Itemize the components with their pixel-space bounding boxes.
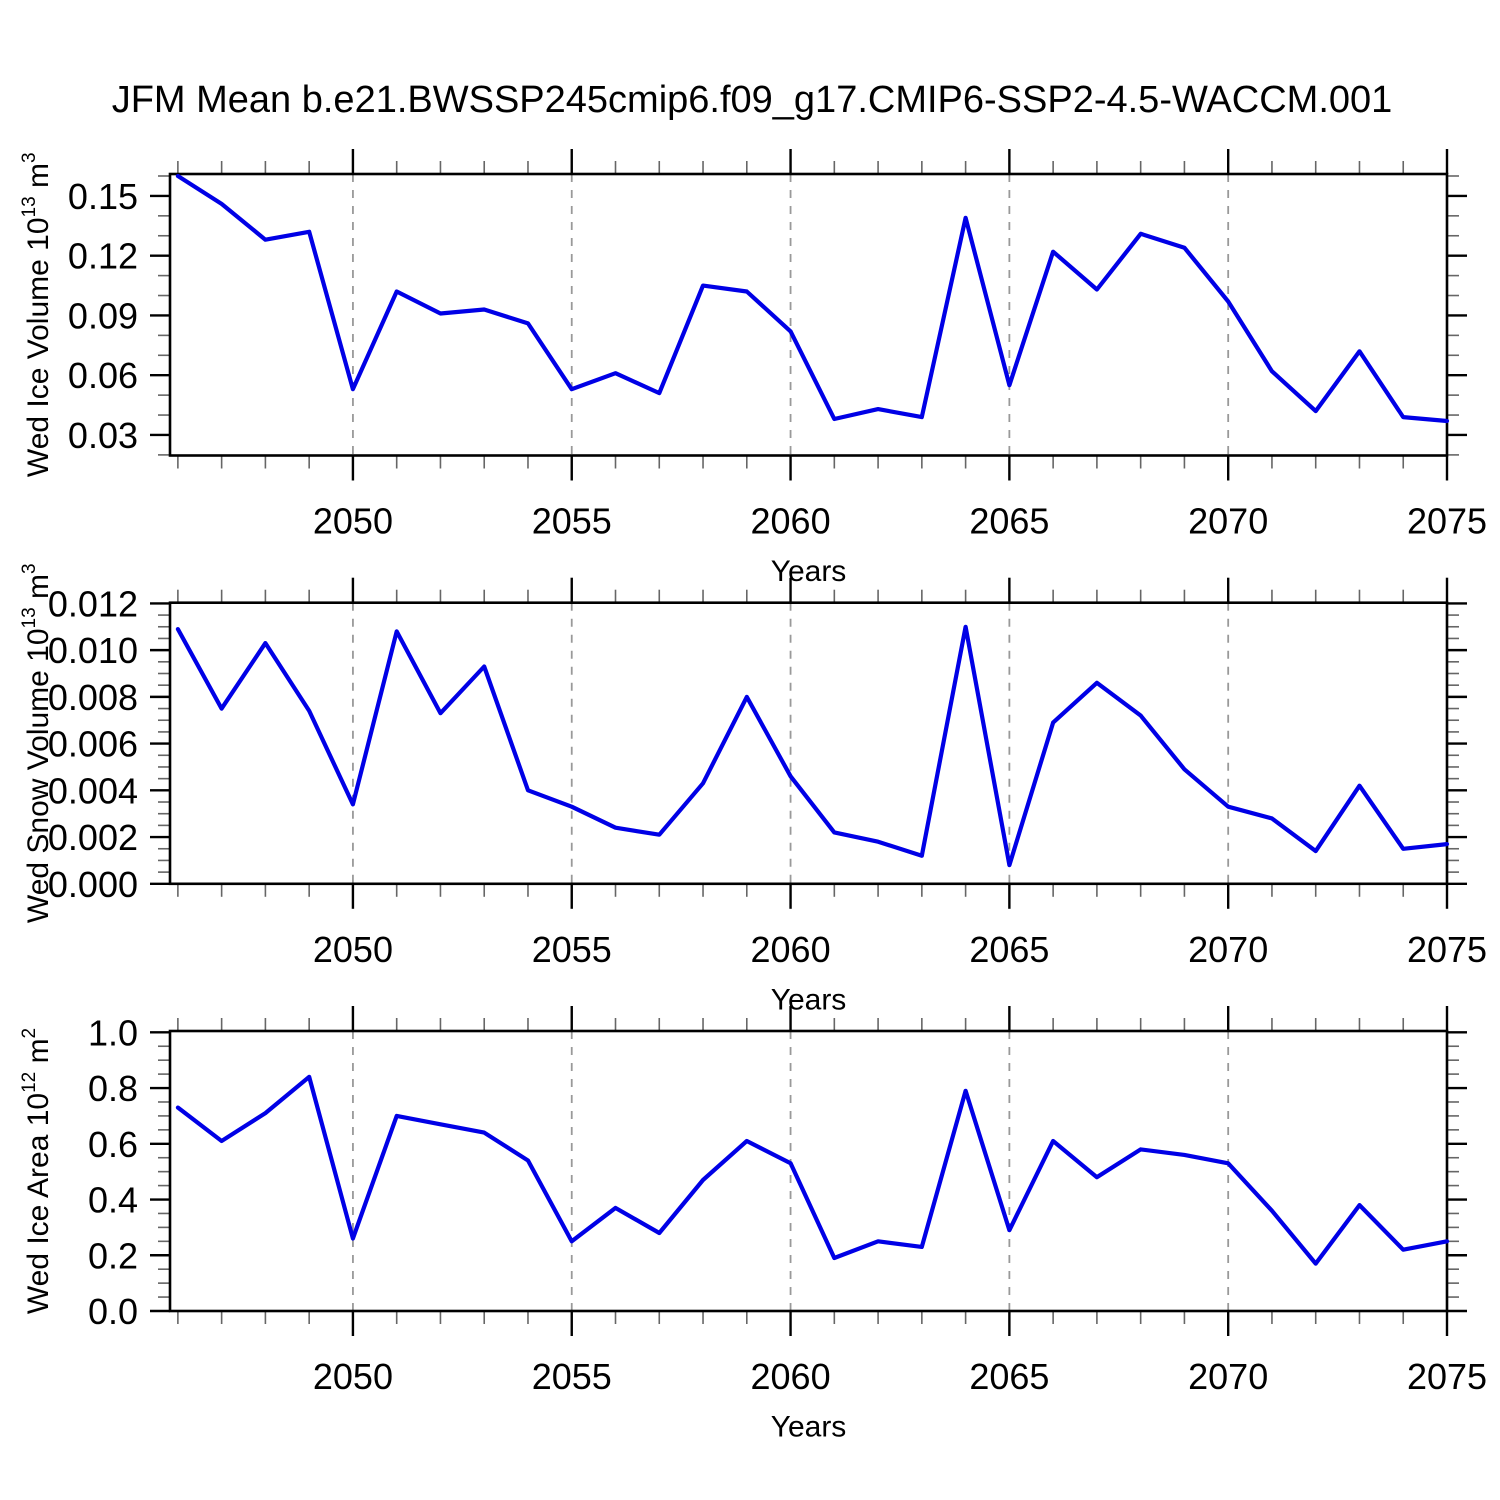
snow-volume-ticks [150, 577, 1467, 909]
svg-text:0.000: 0.000 [48, 864, 138, 905]
svg-text:2075: 2075 [1407, 501, 1487, 542]
svg-text:2055: 2055 [532, 1356, 612, 1397]
ice-area-frame [168, 1029, 1449, 1313]
ice-volume-line [175, 173, 1450, 424]
snow-volume-ytick-labels: 0.000 0.002 0.004 0.006 0.008 0.010 0.012 [48, 583, 138, 904]
svg-text:2065: 2065 [969, 929, 1049, 970]
snow-volume-xtick-labels: 2050 2055 2060 2065 2070 2075 [313, 929, 1487, 970]
svg-text:0.010: 0.010 [48, 630, 138, 671]
ice-volume-ticks [150, 149, 1467, 481]
svg-text:0.008: 0.008 [48, 677, 138, 718]
svg-text:0.06: 0.06 [68, 355, 138, 396]
svg-text:2075: 2075 [1407, 1356, 1487, 1397]
svg-text:2065: 2065 [969, 501, 1049, 542]
svg-text:0.6: 0.6 [88, 1124, 138, 1165]
figure-title: JFM Mean b.e21.BWSSP245cmip6.f09_g17.CMI… [112, 79, 1393, 121]
svg-text:0.0: 0.0 [88, 1291, 138, 1332]
svg-text:0.012: 0.012 [48, 583, 138, 624]
svg-text:2060: 2060 [751, 929, 831, 970]
ice-area-ytick-labels: 0.0 0.2 0.4 0.6 0.8 1.0 [88, 1012, 138, 1332]
ice-volume-yaxis-label: Wed Ice Volume 1013 m3 [19, 152, 55, 477]
ice-volume-panel: 0.03 0.06 0.09 0.12 0.15 2050 2055 2060 2065 2070… [19, 149, 1487, 588]
svg-text:2050: 2050 [313, 929, 393, 970]
svg-text:2065: 2065 [969, 1356, 1049, 1397]
snow-volume-frame [168, 601, 1449, 886]
ice-area-line [175, 1074, 1450, 1266]
svg-text:0.004: 0.004 [48, 770, 138, 811]
ice-area-yaxis-label: Wed Ice Area 1012 m2 [19, 1028, 55, 1314]
svg-text:0.4: 0.4 [88, 1180, 138, 1221]
svg-text:0.8: 0.8 [88, 1068, 138, 1109]
svg-text:0.09: 0.09 [68, 295, 138, 336]
ice-area-xaxis-label: Years [771, 1411, 847, 1444]
svg-text:0.15: 0.15 [68, 176, 138, 217]
svg-text:0.006: 0.006 [48, 724, 138, 765]
svg-text:0.2: 0.2 [88, 1235, 138, 1276]
ice-volume-ytick-labels: 0.03 0.06 0.09 0.12 0.15 [68, 176, 138, 456]
svg-text:2050: 2050 [313, 1356, 393, 1397]
snow-volume-line [175, 624, 1450, 868]
svg-text:2070: 2070 [1188, 929, 1268, 970]
ice-area-gridlines [352, 1031, 1230, 1311]
svg-text:2055: 2055 [532, 929, 612, 970]
svg-text:0.03: 0.03 [68, 415, 138, 456]
snow-volume-yaxis-label: Wed Snow Volume 1013 m3 [19, 563, 55, 923]
ice-area-ticks [150, 1006, 1467, 1336]
svg-text:0.002: 0.002 [48, 817, 138, 858]
ice-area-xtick-labels: 2050 2055 2060 2065 2070 2075 [313, 1356, 1487, 1397]
ice-volume-xaxis-label: Years [771, 555, 847, 588]
ice-volume-gridlines [352, 174, 1230, 456]
svg-text:2055: 2055 [532, 501, 612, 542]
svg-text:2060: 2060 [751, 1356, 831, 1397]
ice-volume-xtick-labels: 2050 2055 2060 2065 2070 2075 [313, 501, 1487, 542]
svg-text:2075: 2075 [1407, 929, 1487, 970]
svg-text:0.12: 0.12 [68, 236, 138, 277]
snow-volume-xaxis-label: Years [771, 983, 847, 1016]
ice-volume-frame [168, 172, 1449, 457]
svg-text:2060: 2060 [751, 501, 831, 542]
svg-text:2050: 2050 [313, 501, 393, 542]
svg-text:1.0: 1.0 [88, 1012, 138, 1053]
snow-volume-gridlines [352, 602, 1230, 884]
svg-text:2070: 2070 [1188, 1356, 1268, 1397]
svg-text:2070: 2070 [1188, 501, 1268, 542]
